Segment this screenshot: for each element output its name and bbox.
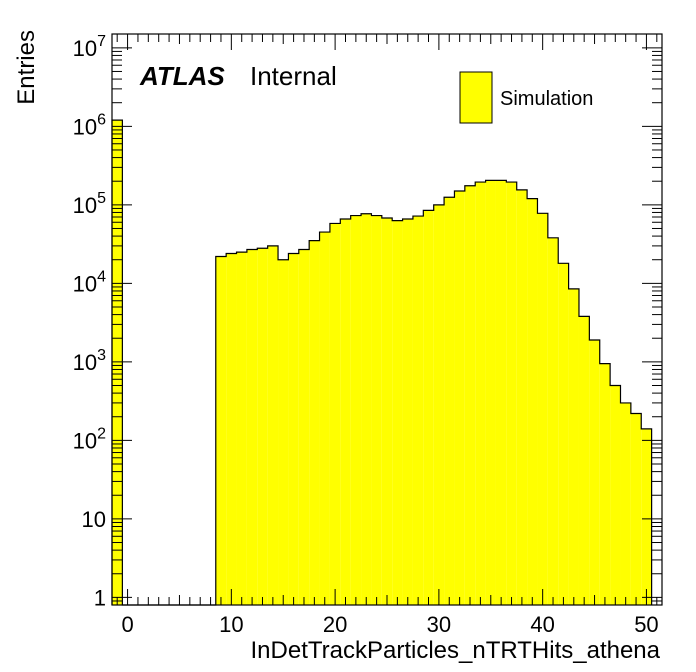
- x-tick-label: 40: [530, 612, 554, 637]
- histogram-bar: [278, 259, 289, 605]
- histogram-bar: [454, 191, 465, 605]
- x-tick-label: 10: [219, 612, 243, 637]
- histogram-bar: [423, 210, 434, 605]
- histogram-bar: [444, 197, 455, 605]
- histogram-bar: [464, 185, 476, 605]
- histogram-bars: [112, 120, 652, 606]
- x-tick-label: 0: [121, 612, 133, 637]
- x-tick-label: 50: [634, 612, 658, 637]
- histogram-bar: [340, 219, 351, 605]
- histogram-bar: [112, 120, 123, 605]
- internal-label: Internal: [250, 61, 337, 91]
- histogram-bar: [527, 198, 538, 605]
- y-tick-label: 102: [73, 425, 106, 453]
- histogram-outline: [111, 119, 653, 606]
- histogram-bar: [361, 213, 372, 605]
- histogram-bar: [641, 428, 652, 605]
- legend-swatch: [459, 71, 493, 124]
- histogram-bar: [568, 288, 579, 605]
- histogram-bar: [288, 253, 299, 605]
- histogram-bar: [433, 204, 445, 605]
- histogram-bar: [495, 180, 507, 605]
- histogram-bar: [267, 245, 279, 605]
- histogram-bar: [516, 189, 528, 606]
- y-tick-label: 105: [73, 190, 106, 218]
- histogram-bar: [298, 249, 310, 605]
- histogram-bar: [547, 237, 559, 605]
- histogram-bar: [329, 223, 341, 605]
- histogram-bar: [371, 215, 382, 605]
- histogram-bar: [485, 180, 496, 605]
- y-tick-label: 104: [73, 268, 106, 296]
- histogram-bar: [610, 385, 621, 605]
- legend-label: Simulation: [500, 88, 593, 110]
- histogram-bar: [558, 263, 569, 605]
- histogram-bar: [620, 402, 631, 605]
- histogram-bar: [215, 256, 227, 605]
- histogram-bar: [257, 248, 268, 605]
- histogram-bar: [392, 220, 403, 606]
- histogram-bar: [246, 249, 258, 605]
- y-tick-label: 103: [73, 347, 106, 375]
- histogram-bar: [226, 253, 237, 605]
- histogram-bar: [412, 216, 424, 606]
- y-tick-label: 106: [73, 111, 106, 139]
- histogram-bar: [506, 182, 517, 606]
- histogram-bar: [599, 363, 611, 605]
- tick-labels: 0 10 20 30 40 50 1 10 102 103 104 105 106 107: [73, 33, 659, 637]
- histogram-bar: [236, 252, 247, 605]
- histogram-bar: [589, 339, 600, 605]
- histogram-bar: [578, 316, 590, 605]
- x-axis-title: InDetTrackParticles_nTRTHits_athena: [251, 637, 661, 664]
- histogram-bar: [537, 213, 548, 605]
- atlas-label: ATLAS: [139, 61, 225, 91]
- histogram-bar: [309, 240, 320, 606]
- histogram-bar: [630, 413, 642, 605]
- y-axis-title: Entries: [13, 30, 40, 105]
- histogram-bar: [381, 217, 393, 605]
- y-tick-label: 10: [82, 507, 106, 532]
- histogram-bar: [350, 215, 362, 605]
- x-tick-label: 20: [323, 612, 347, 637]
- histogram-bar: [475, 182, 486, 606]
- histogram-bar: [402, 219, 413, 605]
- y-tick-label: 107: [73, 33, 106, 61]
- x-tick-label: 30: [427, 612, 451, 637]
- y-tick-label: 1: [94, 585, 106, 610]
- axis-ticks: [112, 34, 662, 606]
- histogram-bar: [319, 232, 330, 605]
